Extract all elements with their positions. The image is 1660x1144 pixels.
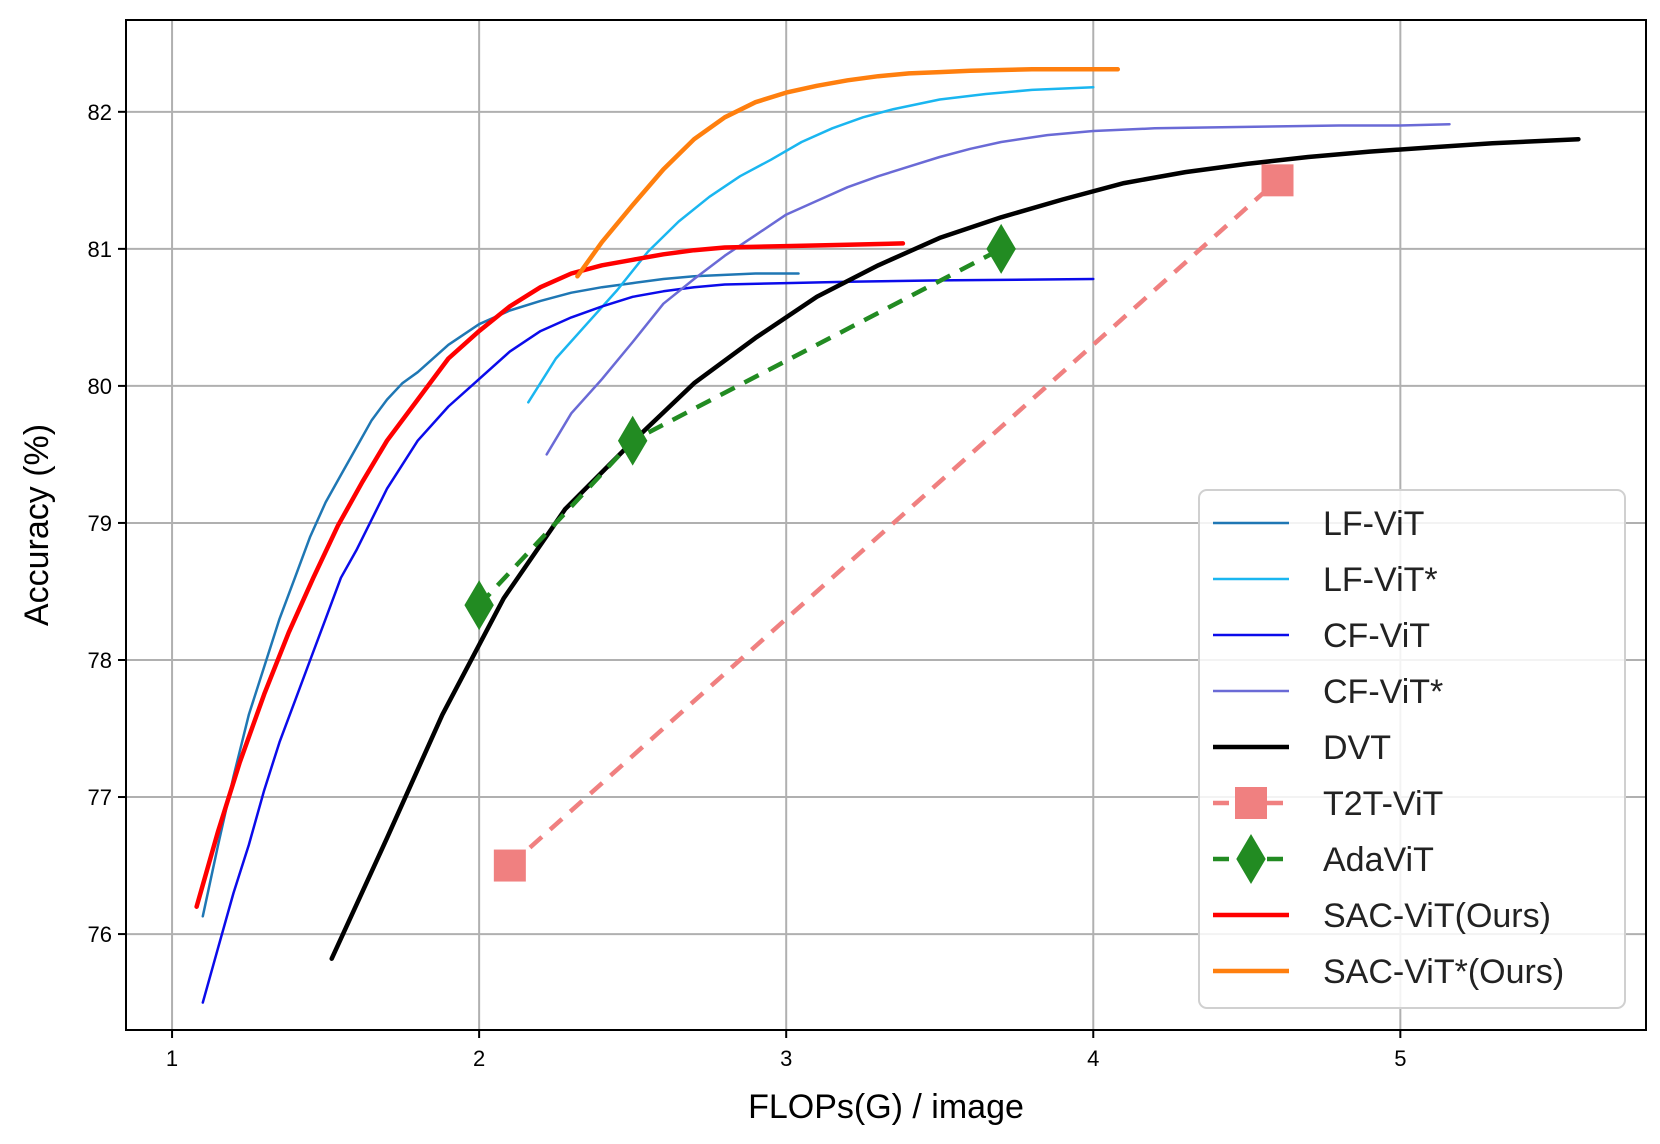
- legend-item-cf-vit: CF-ViT*: [1213, 673, 1443, 711]
- legend-label: SAC-ViT*(Ours): [1323, 953, 1564, 991]
- x-tick-label: 4: [1087, 1046, 1099, 1071]
- series-line-dvt: [329, 136, 1581, 961]
- legend-label: SAC-ViT(Ours): [1323, 897, 1551, 935]
- series-line-cf-vit: [201, 277, 1095, 1004]
- series-dvt: [329, 136, 1581, 961]
- series-line-lf-vit: [527, 85, 1095, 404]
- legend-marker: [1235, 787, 1267, 819]
- series-cf-vit: [201, 277, 1095, 1004]
- data-point-adavit: [986, 223, 1016, 274]
- series-lf-vit: [201, 272, 800, 918]
- series-adavit: [464, 223, 1016, 631]
- legend-item-adavit: AdaViT: [1213, 834, 1434, 884]
- y-tick-label: 76: [88, 922, 112, 947]
- y-axis-title: Accuracy (%): [18, 424, 56, 626]
- series-line-sac-vit-ours: [575, 67, 1121, 279]
- x-axis-title: FLOPs(G) / image: [748, 1088, 1024, 1126]
- x-tick-label: 2: [473, 1046, 485, 1071]
- legend-item-t2t-vit: T2T-ViT: [1213, 785, 1443, 823]
- series-line-sac-vit-ours: [194, 241, 906, 909]
- series-sac-vit-ours: [575, 67, 1121, 279]
- series-line-cf-vit: [545, 122, 1451, 456]
- series-sac-vit-ours: [194, 241, 906, 909]
- x-tick-label: 1: [166, 1046, 178, 1071]
- y-tick-label: 77: [88, 785, 112, 810]
- plot-frame: [125, 19, 1647, 1031]
- y-tick-label: 80: [88, 374, 112, 399]
- legend-item-lf-vit: LF-ViT: [1213, 505, 1424, 543]
- series-layer: [194, 67, 1581, 1004]
- x-tick-label: 3: [780, 1046, 792, 1071]
- legend-item-dvt: DVT: [1213, 729, 1391, 767]
- axis-ticks: 1 2 3 4 5 76 77 78 79 80 81 82: [88, 100, 1407, 1071]
- series-line-t2t-vit: [508, 178, 1279, 868]
- series-t2t-vit: [493, 164, 1294, 882]
- legend-label: CF-ViT*: [1323, 673, 1443, 711]
- legend-label: LF-ViT: [1323, 505, 1424, 543]
- grid-lines: [126, 20, 1646, 1030]
- legend-item-cf-vit: CF-ViT: [1213, 617, 1430, 655]
- legend: LF-ViT LF-ViT* CF-ViT CF-ViT* DVT T2T-ViT AdaV…: [1198, 489, 1626, 1009]
- legend-label: CF-ViT: [1323, 617, 1430, 655]
- y-tick-label: 81: [88, 237, 112, 262]
- data-point-adavit: [617, 415, 648, 466]
- series-cf-vit: [545, 122, 1451, 456]
- legend-item-sac-vit-ours: SAC-ViT(Ours): [1213, 897, 1551, 935]
- legend-item-sac-vit-ours: SAC-ViT*(Ours): [1213, 953, 1564, 991]
- legend-label: DVT: [1323, 729, 1391, 767]
- data-point-adavit: [464, 580, 494, 631]
- data-point-t2t-vit: [1261, 164, 1294, 197]
- data-point-t2t-vit: [493, 849, 526, 882]
- legend-label: AdaViT: [1323, 841, 1434, 879]
- legend-label: T2T-ViT: [1323, 785, 1443, 823]
- y-tick-label: 78: [88, 648, 112, 673]
- legend-label: LF-ViT*: [1323, 561, 1438, 599]
- series-lf-vit: [527, 85, 1095, 404]
- x-tick-label: 5: [1394, 1046, 1406, 1071]
- legend-marker: [1236, 834, 1266, 884]
- series-line-lf-vit: [201, 272, 800, 918]
- legend-box: [1198, 489, 1626, 1009]
- y-tick-label: 82: [88, 100, 112, 125]
- legend-item-lf-vit: LF-ViT*: [1213, 561, 1438, 599]
- y-tick-label: 79: [88, 511, 112, 536]
